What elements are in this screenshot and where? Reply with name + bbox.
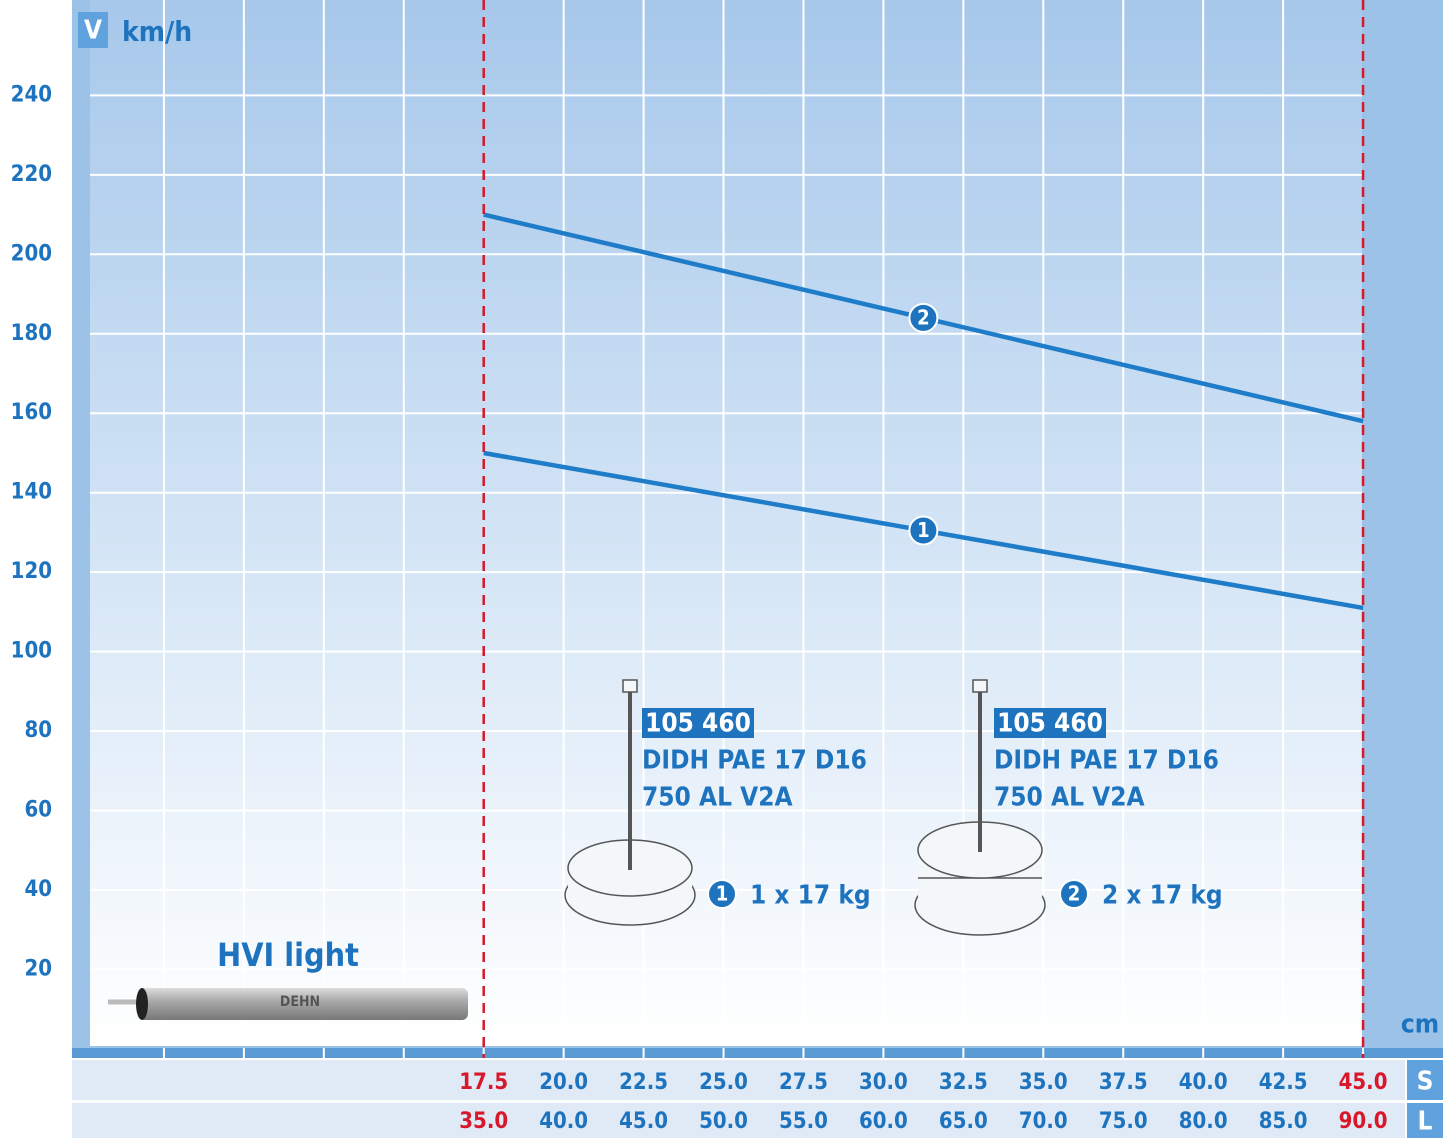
s-row (72, 1060, 1405, 1100)
y-symbol-box (78, 12, 108, 48)
y-tick-label: 20 (24, 957, 52, 982)
x-tick-label: 20.0 (539, 1070, 588, 1095)
x2-tick-label: 55.0 (779, 1109, 828, 1134)
y-tick-label: 40 (24, 877, 52, 902)
x-tick-label: 35.0 (1019, 1070, 1068, 1095)
y-symbol: V (84, 16, 102, 46)
y-tick-label: 200 (11, 241, 52, 266)
grid (90, 0, 1362, 1046)
series-badge-label: 2 (917, 305, 930, 329)
x-tick-label: 30.0 (859, 1070, 908, 1095)
y-tick-label: 120 (11, 559, 52, 584)
series-badge (1059, 879, 1089, 909)
y-tick-label: 140 (11, 480, 52, 505)
x-tick-label: 27.5 (779, 1070, 828, 1095)
series-badge (908, 515, 939, 546)
x2-tick-label: 85.0 (1259, 1109, 1308, 1134)
y-tick-label: 80 (24, 718, 52, 743)
x-tick-label: 40.0 (1179, 1070, 1228, 1095)
x-tick-label: 22.5 (619, 1070, 668, 1095)
x-tick-label: 25.0 (699, 1070, 748, 1095)
x2-tick-label: 75.0 (1099, 1109, 1148, 1134)
cable-label: HVI light (217, 936, 359, 974)
x-tick-label: 42.5 (1259, 1070, 1308, 1095)
x2-tick-label: 65.0 (939, 1109, 988, 1134)
l-row-name: L (1418, 1107, 1433, 1137)
series-badge (707, 879, 737, 909)
product-weight: 1 x 17 kg (750, 881, 871, 911)
x2-tick-label: 70.0 (1019, 1109, 1068, 1134)
x2-tick-label: 50.0 (699, 1109, 748, 1134)
product-name: DIDH PAE 17 D16 (642, 746, 867, 776)
l-row (72, 1103, 1405, 1138)
product-name: 750 AL V2A (642, 783, 793, 813)
x2-tick-label: 80.0 (1179, 1109, 1228, 1134)
cable-brand: DEHN (280, 994, 320, 1010)
y-tick-label: 180 (11, 321, 52, 346)
series-badge-label: 2 (1068, 882, 1081, 906)
product-code: 105 460 (645, 709, 751, 739)
y-tick-label: 160 (11, 400, 52, 425)
x2-tick-label: 45.0 (619, 1109, 668, 1134)
y-tick-label: 220 (11, 162, 52, 187)
series-badge-label: 1 (917, 518, 930, 542)
s-row-head (1407, 1060, 1443, 1100)
marks: 12 (483, 212, 1364, 611)
y-tick-label: 100 (11, 639, 52, 664)
base-2 (914, 679, 1046, 936)
y-tick-label: 240 (11, 82, 52, 107)
product-code-box (642, 708, 754, 738)
x2-tick-label: 60.0 (859, 1109, 908, 1134)
axis-bar (72, 1048, 1443, 1058)
base-1 (564, 679, 696, 926)
x-tick-label: 37.5 (1099, 1070, 1148, 1095)
cable (138, 988, 468, 1020)
l-row-head (1407, 1103, 1443, 1138)
x-tick-label: 17.5 (459, 1070, 508, 1095)
x-tick-label: 45.0 (1339, 1070, 1388, 1095)
cable-end (136, 988, 148, 1020)
series-badge-label: 1 (716, 882, 729, 906)
x-axis-label: cm (1401, 1010, 1439, 1040)
product-weight: 2 x 17 kg (1102, 881, 1223, 911)
y-tick-label: 60 (24, 798, 52, 823)
y-axis-label: km/h (122, 15, 192, 48)
x2-tick-label: 35.0 (459, 1109, 508, 1134)
x-tick-label: 32.5 (939, 1070, 988, 1095)
product-code-box (994, 708, 1106, 738)
x2-tick-label: 40.0 (539, 1109, 588, 1134)
series-badge (908, 302, 939, 333)
product-name: 750 AL V2A (994, 783, 1145, 813)
product-name: DIDH PAE 17 D16 (994, 746, 1219, 776)
s-row-name: S (1417, 1067, 1434, 1097)
product-code: 105 460 (997, 709, 1103, 739)
x2-tick-label: 90.0 (1339, 1109, 1388, 1134)
